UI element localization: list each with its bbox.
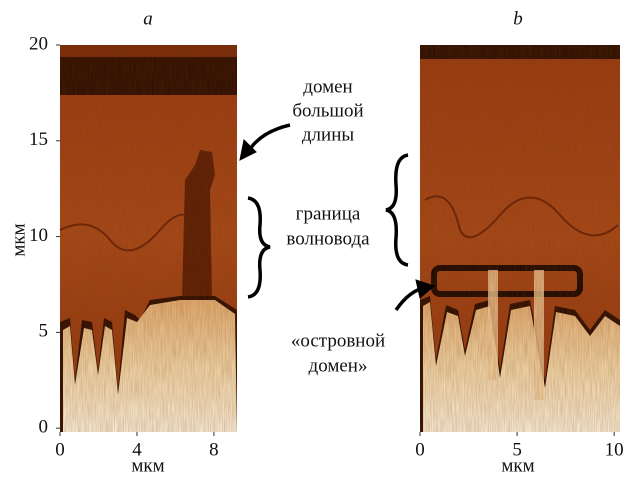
image-a (60, 45, 237, 432)
y-tick-label: 20 (29, 33, 48, 54)
annotation: большой (292, 100, 363, 121)
y-tick-label: 15 (29, 129, 48, 150)
annotation: волновода (286, 228, 370, 249)
x-tick-label: 5 (512, 439, 522, 460)
x-tick-label: 8 (209, 439, 219, 460)
x-tick-label: 0 (55, 439, 65, 460)
annotation: домен (303, 76, 352, 97)
figure: a b мкм мкм мкм домен большой длины гран… (0, 0, 628, 482)
y-tick-label: 10 (29, 225, 48, 246)
x-tick-label: 4 (132, 439, 142, 460)
x-tick-label: 0 (415, 439, 425, 460)
y-axis-label: мкм (8, 223, 29, 256)
y-tick-label: 0 (39, 417, 49, 438)
panel-label: a (143, 8, 153, 29)
annotation: «островной (291, 330, 385, 351)
y-tick-label: 5 (39, 321, 49, 342)
image-b (420, 45, 620, 432)
x-tick-label: 10 (605, 439, 624, 460)
annotation: домен» (309, 355, 368, 376)
annotation: длины (302, 124, 354, 145)
annotation: граница (296, 203, 361, 224)
panel-label: b (513, 8, 523, 29)
